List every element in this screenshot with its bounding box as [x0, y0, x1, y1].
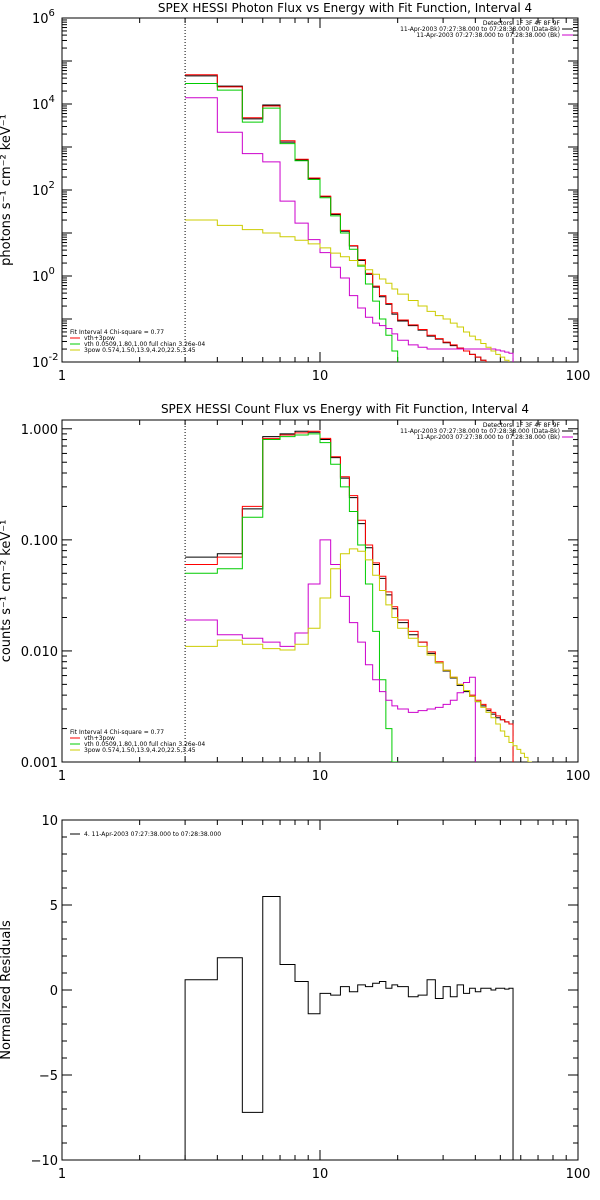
legend-right-text: Detectors: 1F 3F 4F 8F 9F — [483, 422, 561, 429]
y-tick-label: 104 — [32, 94, 55, 113]
legend-right-text: Detectors: 1F 3F 4F 8F 9F — [483, 20, 561, 27]
y-tick-label: −10 — [31, 1154, 58, 1169]
x-tick-label: 100 — [566, 369, 591, 384]
x-tick-label: 100 — [566, 1167, 591, 1182]
count-flux-title: SPEX HESSI Count Flux vs Energy with Fit… — [161, 402, 529, 416]
y-axis-label: Normalized Residuals — [0, 920, 14, 1060]
y-tick-exponent: 4 — [49, 94, 55, 105]
plot-frame — [61, 419, 579, 763]
residuals-panel: 1 10 100 −10 −5 0 5 10 Normalized Residuals 4. 11… — [0, 814, 590, 1182]
y-tick-exponent: -2 — [49, 352, 59, 363]
y-tick-exponent: 0 — [49, 266, 55, 277]
legend-right-text: 11-Apr-2003 07:27:38.000 to 07:28:38.000… — [416, 434, 560, 441]
legend-left-text: Fit Interval 4 Chi-square = 0.77 — [70, 729, 164, 736]
legend-left-text: 3pow 0.574,1.50,13.9,4.20,22.5,3.45 — [84, 347, 196, 354]
photon-flux-title: SPEX HESSI Photon Flux vs Energy with Fi… — [158, 1, 532, 15]
legend-left-text: vth+3pow — [84, 735, 115, 742]
series-4-step — [185, 219, 510, 362]
series-2-step — [185, 82, 399, 362]
series-1-step — [185, 430, 514, 762]
legend-left-text: vth+3pow — [84, 335, 115, 342]
y-axis-label: photons s⁻¹ cm⁻² keV⁻¹ — [0, 114, 14, 266]
series-4-step — [185, 548, 532, 762]
y-tick-exponent: 2 — [49, 180, 55, 191]
series-group — [185, 74, 514, 362]
legend-left-text: vth 0.0509,1.80,1.00 full chian 3.26e-04 — [84, 741, 205, 748]
legend-right-text: 11-Apr-2003 07:27:38.000 to 07:28:38.000… — [416, 32, 560, 39]
series-group — [184, 896, 514, 1160]
x-tick-label: 1 — [58, 369, 66, 384]
legend-left-text: Fit Interval 4 Chi-square = 0.77 — [70, 329, 164, 336]
series-2-step — [185, 433, 399, 762]
count-flux-panel: SPEX HESSI Count Flux vs Energy with Fit… — [0, 402, 590, 784]
x-tick-label: 100 — [566, 769, 591, 784]
y-tick-label: 10 — [41, 814, 58, 829]
legend-right-text: 11-Apr-2003 07:27:38.000 to 07:28:38.000… — [400, 428, 560, 435]
y-tick-label: 1.000 — [21, 423, 58, 438]
legend-right-text: 11-Apr-2003 07:27:38.000 to 07:28:38.000… — [400, 26, 560, 33]
y-tick-label: 10-2 — [32, 352, 59, 371]
x-tick-label: 10 — [312, 1167, 329, 1182]
x-tick-label: 10 — [312, 369, 329, 384]
series-0-step — [184, 896, 514, 1160]
photon-flux-panel: SPEX HESSI Photon Flux vs Energy with Fi… — [0, 1, 591, 384]
y-tick-label: 0.100 — [21, 534, 58, 549]
legend-left-text: 3pow 0.574,1.50,13.9,4.20,22.5,3.45 — [84, 747, 196, 754]
y-tick-exponent: 6 — [49, 8, 55, 19]
legend-left-text: vth 0.0509,1.80,1.00 full chian 3.26e-04 — [84, 341, 205, 348]
plot-frame — [61, 819, 579, 1161]
x-tick-label: 1 — [58, 1167, 66, 1182]
series-group — [185, 430, 532, 762]
x-tick-label: 10 — [312, 769, 329, 784]
y-axis-label: counts s⁻¹ cm⁻² keV⁻¹ — [0, 520, 14, 663]
y-tick-label: 102 — [32, 180, 55, 199]
y-tick-label: 106 — [32, 8, 55, 27]
x-tick-label: 1 — [58, 769, 66, 784]
y-tick-label: 100 — [32, 266, 55, 285]
legend-left-text: 4. 11-Apr-2003 07:27:38.000 to 07:28:38.… — [84, 831, 221, 838]
y-tick-label: 5 — [50, 899, 58, 914]
y-tick-label: 0.001 — [21, 756, 58, 771]
y-tick-label: 0 — [50, 984, 58, 999]
y-tick-label: −5 — [39, 1069, 58, 1084]
y-tick-label: 0.010 — [21, 645, 58, 660]
